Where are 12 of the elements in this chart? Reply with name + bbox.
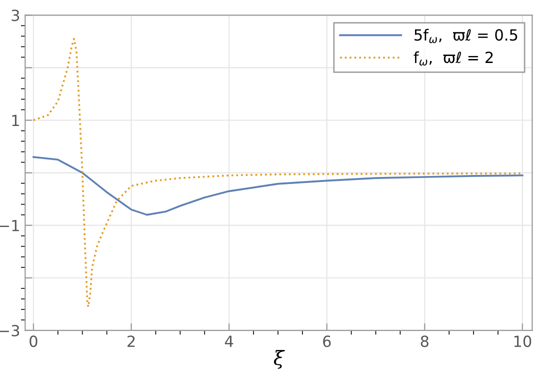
y-tick-label: 3 [12, 10, 20, 22]
x-tick-label: 0 [30, 336, 38, 348]
x-axis-title: ξ [274, 350, 285, 369]
x-tick-label: 6 [323, 336, 331, 348]
x-tick-label: 10 [514, 336, 532, 348]
legend-label: f$_{ω}$, ϖℓ = 2 [414, 51, 493, 66]
y-tick-label: 1 [12, 114, 19, 126]
x-tick-label: 4 [224, 336, 234, 347]
legend-label: 5f$_{ω}$, ϖℓ = 0.5 [414, 28, 518, 44]
x-tick-label: 8 [420, 336, 428, 348]
x-tick-label: 2 [128, 336, 135, 347]
line-series [32, 156, 524, 216]
